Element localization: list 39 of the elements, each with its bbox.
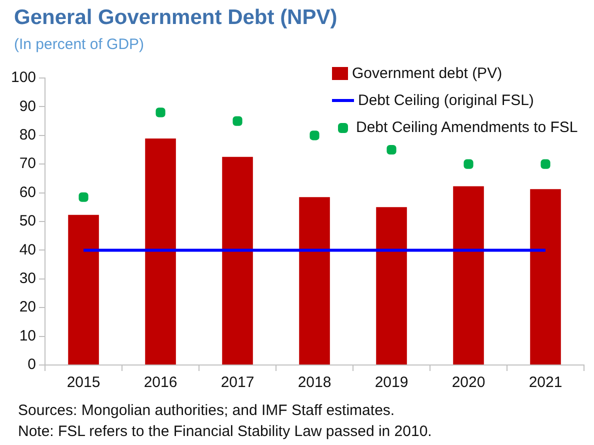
- bar: [299, 197, 330, 364]
- legend-label: Debt Ceiling Amendments to FSL: [356, 119, 578, 136]
- x-tick-label: 2015: [66, 374, 100, 392]
- point: [386, 144, 396, 155]
- bar: [222, 156, 253, 364]
- y-tick-label: 90: [19, 98, 36, 115]
- chart-title: General Government Debt (NPV): [14, 6, 338, 30]
- point: [78, 192, 88, 202]
- y-tick-label: 20: [19, 298, 36, 316]
- y-tick-label: 30: [19, 270, 36, 288]
- y-tick-label: 0: [28, 356, 36, 374]
- y-tick-label: 100: [10, 69, 36, 86]
- point: [156, 108, 166, 118]
- point: [310, 130, 320, 140]
- legend-label: Debt Ceiling (original FSL): [358, 92, 534, 109]
- bar: [453, 186, 484, 364]
- point: [540, 159, 550, 169]
- chart-subtitle: (In percent of GDP): [14, 36, 144, 53]
- bar: [145, 138, 176, 364]
- x-tick-label: 2021: [528, 374, 562, 392]
- x-tick-label: 2016: [144, 374, 178, 392]
- y-tick-label: 40: [19, 241, 36, 258]
- point: [232, 116, 242, 126]
- y-tick-label: 10: [19, 327, 36, 344]
- text: Note: FSL refers to the Financial Stability Law passed in 2010.: [18, 422, 432, 442]
- y-tick-label: 80: [19, 126, 36, 144]
- x-tick-label: 2018: [298, 374, 332, 392]
- point: [464, 159, 474, 169]
- x-tick-label: 2017: [220, 374, 254, 392]
- bar: [68, 214, 99, 364]
- bar: [376, 207, 407, 364]
- y-tick-label: 70: [19, 155, 36, 172]
- x-tick-label: 2020: [452, 374, 486, 392]
- y-tick-label: 60: [19, 184, 36, 201]
- source-note: Sources: Mongolian authorities; and IMF Staff estimates.: [18, 401, 396, 421]
- bar: [530, 189, 561, 364]
- legend-label: Government debt (PV): [352, 65, 502, 82]
- x-tick-label: 2019: [374, 374, 408, 392]
- y-tick-label: 50: [19, 212, 36, 230]
